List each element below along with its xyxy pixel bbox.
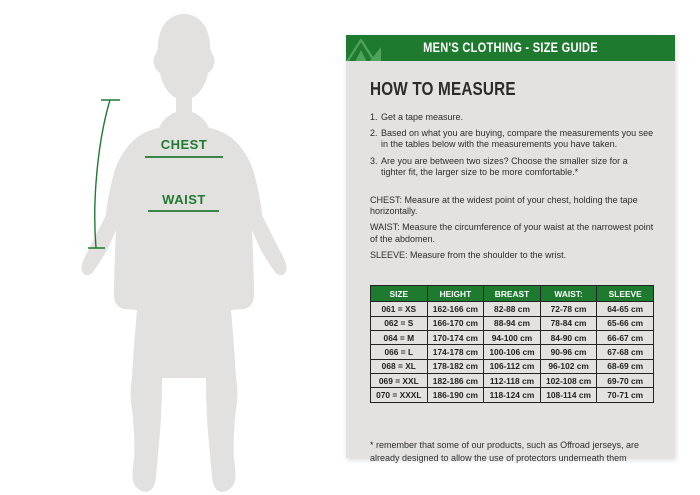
svg-text:WAIST: WAIST <box>162 192 206 207</box>
svg-text:CHEST: CHEST <box>161 137 208 152</box>
